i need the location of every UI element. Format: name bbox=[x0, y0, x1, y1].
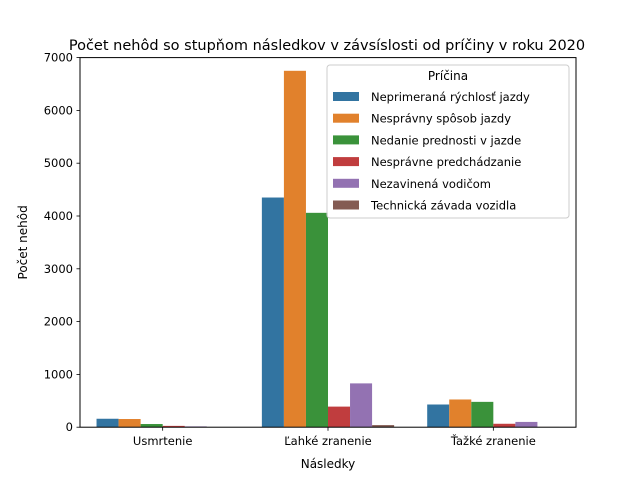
x-tick-label: Ťažké zranenie bbox=[450, 433, 536, 448]
y-tick-label: 2000 bbox=[44, 315, 73, 329]
legend-swatch bbox=[333, 157, 359, 166]
bar bbox=[515, 422, 537, 427]
y-tick-label: 6000 bbox=[44, 103, 73, 117]
legend-label: Neprimeraná rýchlosť jazdy bbox=[371, 90, 530, 104]
x-tick-label: Ľahké zranenie bbox=[284, 434, 371, 448]
x-tick-label: Usmrtenie bbox=[133, 434, 192, 448]
bar bbox=[306, 213, 328, 427]
bar bbox=[350, 383, 372, 427]
bar bbox=[449, 399, 471, 427]
bar bbox=[284, 71, 306, 427]
y-tick-label: 3000 bbox=[44, 262, 73, 276]
legend-label: Nesprávny spôsob jazdy bbox=[371, 112, 511, 126]
x-axis-label: Následky bbox=[301, 457, 356, 471]
y-tick-label: 7000 bbox=[44, 51, 73, 65]
bar bbox=[262, 198, 284, 428]
y-tick-label: 0 bbox=[66, 420, 73, 434]
legend-label: Technická závada vozidla bbox=[370, 199, 516, 213]
legend-label: Nedanie prednosti v jazde bbox=[371, 133, 521, 147]
y-tick-label: 1000 bbox=[44, 367, 73, 381]
y-axis-label: Počet nehôd bbox=[16, 205, 30, 279]
bar bbox=[493, 424, 515, 427]
legend-label: Nesprávne predchádzanie bbox=[371, 155, 521, 169]
bar bbox=[471, 402, 493, 427]
bar bbox=[97, 419, 119, 427]
bar bbox=[119, 419, 141, 427]
y-tick-label: 5000 bbox=[44, 156, 73, 170]
y-tick-label: 4000 bbox=[44, 209, 73, 223]
legend-swatch bbox=[333, 92, 359, 101]
legend-swatch bbox=[333, 201, 359, 210]
legend-swatch bbox=[333, 179, 359, 188]
legend-title: Príčina bbox=[428, 69, 468, 83]
bar bbox=[328, 407, 350, 428]
legend-swatch bbox=[333, 114, 359, 123]
chart-title: Počet nehôd so stupňom následkov v závsí… bbox=[69, 38, 585, 54]
legend-swatch bbox=[333, 135, 359, 144]
legend: Príčina Neprimeraná rýchlosť jazdy Nesprá… bbox=[327, 65, 569, 218]
legend-label: Nezavinená vodičom bbox=[371, 177, 491, 191]
bar bbox=[427, 405, 449, 428]
